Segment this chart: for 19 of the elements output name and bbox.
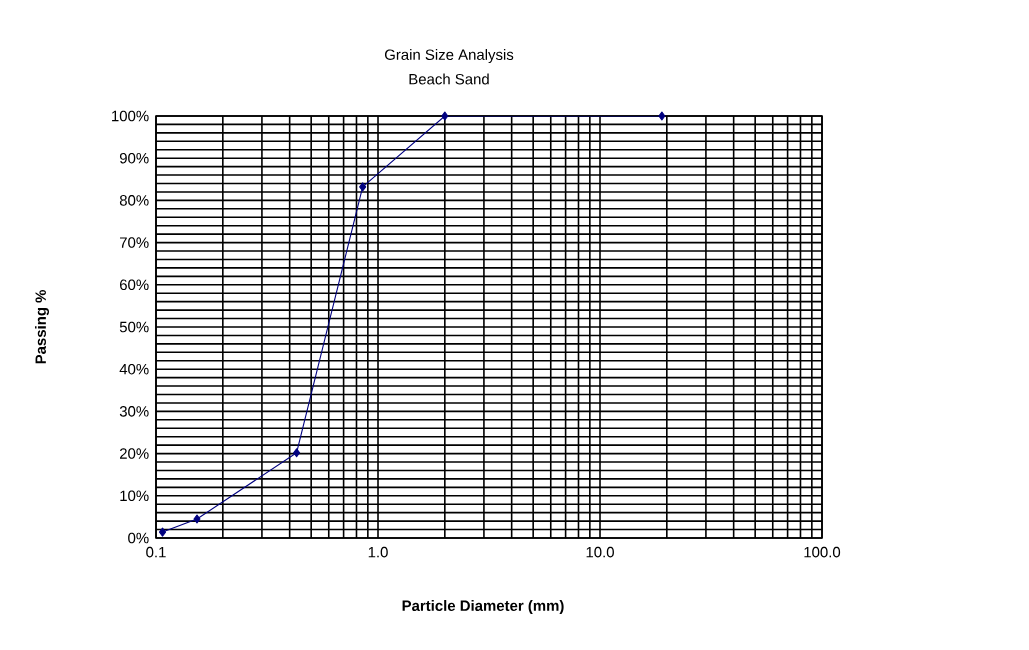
y-tick-label: 30% [119,406,149,417]
y-tick-label: 80% [119,195,149,206]
x-tick-label: 1.0 [368,546,388,558]
y-tick-label: 10% [120,490,149,502]
y-tick-label: 50% [119,321,149,333]
y-tick-label: 90% [119,152,149,164]
y-axis-title: Passing % [35,290,50,364]
x-tick-label: 0.1 [146,546,166,558]
chart-subtitle: Beach Sand [409,73,489,85]
y-tick-label: 20% [120,448,149,459]
chart-title: Grain Size Analysis [384,49,514,63]
x-tick-label: 10.0 [586,546,614,558]
y-tick-label: 60% [120,279,149,291]
y-tick-label: 100% [112,110,149,122]
x-axis-title: Particle Diameter (mm) [402,600,564,614]
y-tick-label: 0% [128,532,149,544]
y-tick-label: 40% [119,363,149,375]
y-tick-label: 70% [120,237,149,248]
x-tick-label: 100.0 [804,546,841,558]
